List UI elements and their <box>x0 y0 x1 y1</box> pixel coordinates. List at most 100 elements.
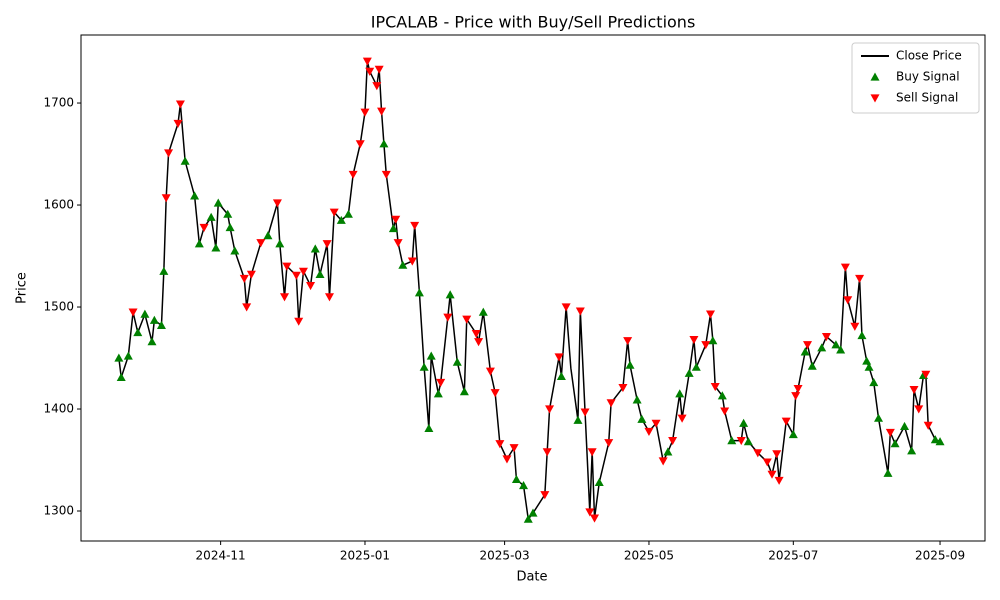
sell-marker <box>623 337 633 346</box>
legend-label: Sell Signal <box>896 91 958 105</box>
buy-marker <box>263 231 273 240</box>
x-tick-label: 2025-09 <box>915 549 965 563</box>
sell-marker <box>767 470 777 479</box>
sell-marker <box>360 108 370 117</box>
sell-marker <box>590 514 600 523</box>
sell-marker <box>246 270 256 279</box>
buy-marker <box>230 246 240 255</box>
sell-marker <box>462 315 472 324</box>
buy-marker <box>123 351 133 360</box>
sell-marker <box>710 382 720 392</box>
y-axis-label: Price <box>15 272 30 304</box>
sell-marker <box>239 274 249 283</box>
sell-marker <box>256 239 266 248</box>
sell-marker <box>161 194 171 203</box>
sell-marker <box>282 262 292 271</box>
sell-marker <box>791 392 801 401</box>
buy-marker <box>343 209 353 218</box>
sell-marker <box>322 240 332 249</box>
sell-marker <box>294 317 304 326</box>
buy-marker <box>388 223 398 233</box>
buy-marker <box>433 389 443 398</box>
sell-marker <box>436 378 446 387</box>
sell-marker <box>701 341 711 350</box>
buy-marker <box>459 387 469 396</box>
sell-marker <box>509 444 519 453</box>
sell-marker <box>840 263 850 272</box>
buy-marker <box>862 356 872 365</box>
sell-marker <box>720 407 730 416</box>
buy-marker <box>225 222 235 232</box>
buy-marker <box>637 414 647 423</box>
sell-marker <box>280 293 290 302</box>
buy-marker <box>708 336 718 345</box>
sell-marker <box>585 508 595 517</box>
buy-marker <box>511 474 521 483</box>
buy-marker <box>414 288 424 297</box>
sell-marker <box>410 221 420 230</box>
buy-marker <box>935 437 945 446</box>
buy-marker <box>223 209 233 218</box>
x-tick-label: 2025-03 <box>480 549 530 563</box>
plot-frame <box>80 34 986 542</box>
y-tick-label: 1400 <box>43 402 74 416</box>
sell-marker <box>843 296 853 305</box>
sell-marker <box>540 491 550 500</box>
buy-marker <box>336 215 346 224</box>
buy-marker <box>114 353 124 362</box>
buy-marker <box>727 436 737 445</box>
x-tick-label: 2025-01 <box>340 549 390 563</box>
x-axis-label: Date <box>516 570 547 585</box>
sell-marker <box>175 100 185 109</box>
sell-marker <box>443 313 453 322</box>
buy-marker <box>424 423 434 432</box>
y-tick-label: 1300 <box>43 504 74 518</box>
buy-marker <box>831 340 841 349</box>
buy-marker <box>800 347 810 356</box>
buy-marker <box>900 421 910 430</box>
buy-marker <box>874 413 884 422</box>
buy-marker <box>675 389 685 398</box>
sell-marker <box>781 417 791 426</box>
sell-marker <box>575 307 585 316</box>
buy-marker <box>147 337 157 346</box>
buy-marker <box>398 260 408 269</box>
legend-box <box>851 42 980 114</box>
sell-marker <box>618 383 628 393</box>
sell-marker <box>762 458 772 467</box>
sell-marker <box>365 67 375 76</box>
buy-marker <box>691 362 701 371</box>
sell-marker <box>736 437 746 446</box>
buy-marker <box>275 239 285 248</box>
buy-marker <box>807 361 817 370</box>
sell-marker <box>821 333 831 342</box>
sell-marker <box>554 353 564 362</box>
buy-marker <box>857 331 867 340</box>
sell-marker <box>381 170 391 179</box>
buy-marker <box>180 156 190 165</box>
sell-marker <box>689 336 699 345</box>
x-tick-label: 2025-05 <box>624 549 674 563</box>
buy-marker <box>149 315 159 324</box>
buy-marker <box>717 391 727 400</box>
buy-marker <box>315 269 325 278</box>
buy-marker <box>907 446 917 455</box>
x-tick-label: 2025-07 <box>768 549 818 563</box>
sell-marker <box>391 215 401 224</box>
sell-marker <box>644 427 654 436</box>
buy-marker <box>883 468 893 477</box>
buy-marker <box>190 191 200 200</box>
buy-marker <box>133 328 143 337</box>
sell-marker <box>324 293 334 302</box>
y-tick-label: 1700 <box>43 96 74 110</box>
buy-marker <box>194 239 204 248</box>
buy-marker <box>452 357 462 366</box>
sell-marker <box>372 82 382 91</box>
buy-marker <box>426 351 436 360</box>
buy-marker <box>213 198 223 207</box>
sell-marker <box>855 274 865 283</box>
buy-marker <box>419 362 429 371</box>
